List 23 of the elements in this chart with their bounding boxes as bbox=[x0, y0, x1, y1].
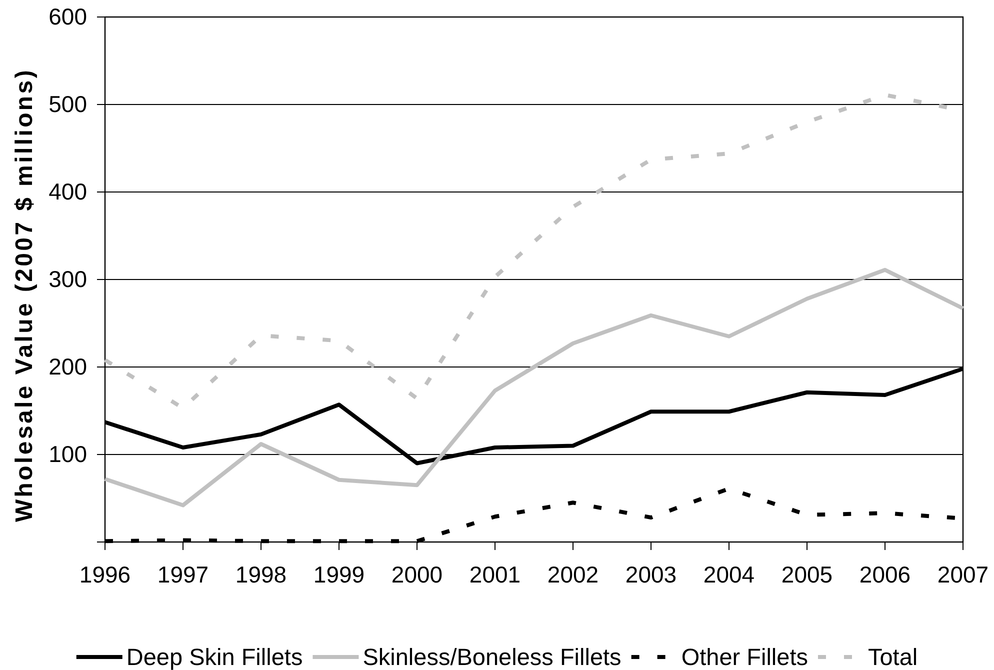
x-tick-label: 2000 bbox=[391, 561, 443, 588]
y-tick-label: 400 bbox=[48, 178, 87, 204]
legend-label: Other Fillets bbox=[681, 644, 808, 670]
x-tick-label: 2004 bbox=[703, 561, 755, 588]
x-tick-label: 2001 bbox=[469, 561, 521, 588]
x-tick-label: 1996 bbox=[79, 561, 131, 588]
y-axis-title: Wholesale Value (2007 $ millions) bbox=[11, 68, 38, 522]
y-tick-label: 600 bbox=[48, 3, 87, 30]
y-tick-label: 200 bbox=[48, 353, 87, 380]
x-tick-label: 2006 bbox=[859, 561, 911, 588]
x-tick-label: 1999 bbox=[313, 561, 365, 588]
y-tick-label: 500 bbox=[48, 90, 87, 117]
y-tick-label: 100 bbox=[48, 440, 87, 467]
x-tick-label: 1997 bbox=[157, 561, 209, 588]
legend-label: Total bbox=[868, 644, 918, 670]
x-tick-label: 2002 bbox=[547, 561, 599, 588]
y-tick-label: 300 bbox=[48, 266, 87, 292]
legend-label: Skinless/Boneless Fillets bbox=[362, 644, 622, 670]
legend-label: Deep Skin Fillets bbox=[126, 644, 303, 670]
x-tick-label: 2007 bbox=[937, 561, 989, 588]
x-tick-label: 2005 bbox=[781, 561, 833, 588]
x-tick-label: 2003 bbox=[625, 561, 677, 588]
x-tick-label: 1998 bbox=[235, 561, 287, 588]
